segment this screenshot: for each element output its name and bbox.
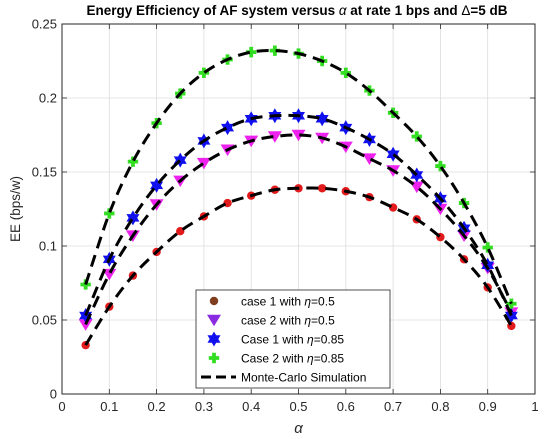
tick-layer: 0 0.1 0.2 0.3 0.4 0.5 0.6 0.7 0.8 0.9 1 0 0.05 0.1 0.1… [32,17,539,415]
data-point [126,210,140,226]
data-point [104,208,115,219]
legend-label-value: =0.85 [314,352,345,366]
x-tick-label: 0.9 [479,399,497,414]
x-tick-label: 0.4 [242,399,260,414]
x-tick-label: 0.5 [289,399,307,414]
data-point [102,268,117,281]
simulation-curve-3 [84,113,513,317]
y-tick-label: 0.2 [39,91,57,106]
data-point [150,177,164,193]
data-point [246,46,257,58]
legend-marker-1 [209,296,219,306]
data-point [196,157,211,170]
chart-title-alpha-symbol: α [339,3,348,18]
y-tick-label: 0.1 [39,239,57,254]
legend-label-eta: η [307,352,314,366]
chart-title-delta-symbol: Δ [461,3,470,18]
legend-marker-3 [207,331,221,347]
legend-label-value: =0.5 [311,314,335,328]
simulation-curve-2 [84,133,513,326]
chart-title-part-2: at rate 1 bps and [347,3,462,18]
legend-label-2: case 2 with η=0.5 [241,314,335,328]
legend-marker-4 [208,352,220,364]
legend-box [195,289,391,389]
data-point [127,156,139,167]
data-point [269,45,281,56]
data-point [267,131,282,143]
legend-label-value: =0.85 [314,333,345,347]
legend-label-value: =0.5 [311,295,335,309]
data-point [173,152,187,168]
data-point [315,111,329,127]
x-tick-label: 1 [531,399,538,414]
data-point [340,67,351,79]
legend-label-text: case 1 with [241,295,304,309]
y-axis-label: EE (bps/w) [8,176,23,242]
data-point [411,131,422,142]
data-point [481,257,495,273]
data-point [221,120,235,136]
y-tick-label: 0.15 [32,165,57,180]
data-point [362,153,377,165]
legend-label-text: Case 1 with [241,333,307,347]
legend-label-eta: η [304,314,311,328]
legend-label-text: Case 2 with [241,352,307,366]
legend-label-simulation: Monte-Carlo Simulation [241,371,366,385]
data-point [435,160,446,172]
data-point [410,167,424,183]
legend-label-text: case 2 with [241,314,304,328]
legend-label-1: case 1 with η=0.5 [241,295,335,309]
x-axis-label: α [294,420,303,437]
data-point [78,319,93,331]
x-tick-label: 0.7 [384,399,402,414]
legend-label-3: Case 1 with η=0.85 [241,333,344,347]
simulation-curve-1 [84,186,513,346]
x-tick-label: 0.1 [100,399,118,414]
series-2-markers [78,129,519,331]
legend-label-4: Case 2 with η=0.85 [241,352,344,366]
x-tick-label: 0.2 [148,399,166,414]
data-point [317,184,327,193]
chart-title-part-1: Energy Efficiency of AF system versus [86,3,338,18]
legend-marker-2 [207,314,221,327]
y-tick-label: 0 [50,387,57,402]
data-point [386,146,400,162]
chart-title: Energy Efficiency of AF system versus α … [86,3,507,18]
simulation-curve-4 [84,49,513,305]
legend-label-eta: η [304,295,311,309]
x-tick-label: 0 [58,399,65,414]
data-point [482,242,493,253]
simulation-curves-layer [84,49,513,346]
x-tick-label: 0.8 [431,399,449,414]
y-tick-label: 0.25 [32,17,57,32]
data-point [291,129,306,142]
legend-label-eta: η [307,333,314,347]
chart-title-part-3: =5 dB [470,3,507,18]
y-tick-label: 0.05 [32,313,57,328]
data-point [198,67,210,79]
x-tick-label: 0.6 [337,399,355,414]
x-tick-label: 0.3 [195,399,213,414]
